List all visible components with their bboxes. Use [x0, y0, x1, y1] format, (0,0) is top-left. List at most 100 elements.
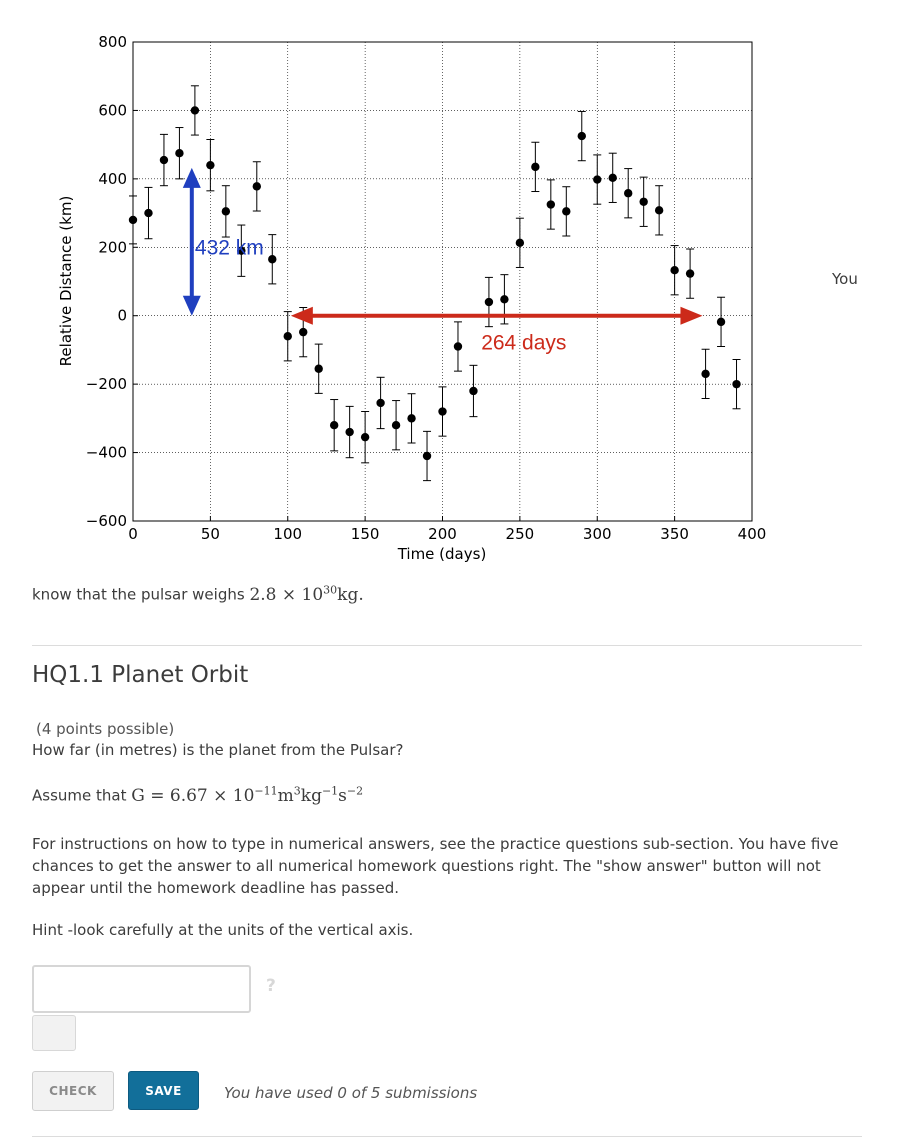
x-tick-label: 0	[128, 525, 138, 543]
data-marker	[732, 379, 741, 389]
x-tick-label: 250	[506, 525, 535, 543]
data-point	[515, 217, 525, 268]
data-point	[391, 400, 401, 451]
data-marker	[593, 175, 602, 184]
y-axis-label: Relative Distance (km)	[57, 196, 75, 367]
divider-top	[32, 645, 862, 646]
x-axis-label: Time (days)	[397, 545, 487, 563]
unit-kg: kg	[300, 785, 322, 806]
x-tick-label: 150	[351, 525, 380, 543]
data-point	[438, 386, 447, 437]
data-point	[159, 133, 169, 187]
data-marker	[670, 266, 679, 275]
check-button[interactable]: CHECK	[32, 1071, 114, 1111]
y-tick-label: 600	[98, 101, 127, 119]
unit-s-exp: −2	[346, 784, 364, 797]
unit-m-exp: 3	[293, 784, 301, 797]
data-marker	[237, 246, 246, 255]
data-marker	[190, 106, 200, 115]
data-marker	[268, 255, 277, 264]
y-tick-label: 0	[117, 307, 127, 325]
question-title: HQ1.1 Planet Orbit	[32, 662, 249, 688]
data-point	[422, 430, 432, 482]
data-point	[546, 179, 556, 230]
data-point	[608, 152, 617, 203]
y-tick-label: −200	[86, 375, 127, 393]
data-point	[484, 276, 494, 328]
data-point	[237, 224, 246, 277]
period-arrow-head-left	[290, 306, 313, 325]
data-marker	[221, 207, 231, 216]
data-point	[360, 411, 370, 464]
data-marker	[252, 182, 261, 191]
amplitude-arrow-head-bottom	[182, 295, 201, 316]
data-marker	[515, 238, 525, 248]
data-marker	[360, 432, 370, 442]
data-point	[314, 343, 323, 394]
data-marker	[624, 189, 633, 198]
data-marker	[329, 421, 339, 430]
data-marker	[562, 207, 571, 216]
axis-ticks: 0 50 100 150 200 250 300 350 400 800 600 400 200 0 −20…	[86, 33, 767, 543]
data-point	[639, 176, 648, 227]
data-marker	[175, 148, 184, 158]
data-point	[577, 110, 586, 162]
mass-unit: kg.	[337, 584, 364, 605]
truncated-intro-text: You	[832, 270, 858, 288]
data-marker	[299, 327, 308, 337]
data-point	[716, 296, 726, 348]
help-icon[interactable]: ?	[266, 976, 276, 996]
relative-distance-chart: 0 50 100 150 200 250 300 350 400 800 600 400 200 0 −20…	[57, 33, 767, 563]
save-button[interactable]: SAVE	[128, 1071, 199, 1110]
data-marker	[716, 317, 726, 327]
data-point	[562, 186, 571, 237]
show-answer-button[interactable]	[32, 1015, 76, 1051]
unit-m: m	[277, 785, 294, 806]
period-arrow-head-right	[680, 306, 703, 325]
data-marker	[128, 215, 138, 225]
assumption-line: Assume that G = 6.67 × 10−11m3kg−1s−2	[32, 784, 363, 806]
data-point	[206, 139, 215, 192]
data-point	[654, 185, 664, 236]
data-marker	[685, 269, 695, 278]
mass-exponent: 30	[323, 583, 338, 596]
data-marker	[500, 295, 509, 304]
g-exp: −11	[254, 784, 278, 797]
mass-base: 2.8 × 10	[249, 584, 324, 605]
amplitude-arrow-head-top	[182, 167, 201, 188]
data-point	[221, 185, 231, 238]
data-point	[190, 85, 200, 136]
data-marker	[159, 155, 169, 165]
points-possible: (4 points possible)	[36, 720, 175, 738]
x-tick-label: 50	[201, 525, 220, 543]
g-lhs: G = 6.67 × 10	[131, 785, 255, 806]
gravitational-constant-formula: G = 6.67 × 10−11m3kg−1s−2	[131, 784, 364, 806]
data-marker	[376, 398, 385, 408]
amplitude-label: 432 km	[195, 236, 264, 259]
data-point	[268, 234, 277, 285]
question-prompt: How far (in metres) is the planet from t…	[32, 741, 404, 759]
data-marker	[438, 407, 447, 416]
data-point	[453, 321, 463, 372]
data-point	[531, 141, 540, 193]
data-point	[329, 399, 339, 452]
data-marker	[608, 173, 617, 183]
data-point	[175, 127, 184, 180]
y-tick-label: 800	[98, 33, 127, 51]
plot-frame	[132, 41, 753, 522]
data-point	[469, 364, 478, 418]
answer-input[interactable]	[32, 965, 251, 1013]
data-marker	[391, 421, 401, 430]
x-tick-label: 100	[273, 525, 302, 543]
data-marker	[206, 160, 215, 170]
data-point	[144, 186, 153, 240]
data-marker	[469, 386, 478, 396]
data-point	[283, 311, 292, 362]
unit-s: s	[338, 785, 347, 806]
intro-paragraph: know that the pulsar weighs 2.8 × 1030kg…	[32, 583, 364, 605]
chart-annotations: 432 km 264 days	[182, 167, 703, 354]
data-marker	[546, 200, 556, 209]
x-tick-label: 400	[738, 525, 767, 543]
data-point	[670, 245, 679, 296]
data-marker	[531, 162, 540, 172]
